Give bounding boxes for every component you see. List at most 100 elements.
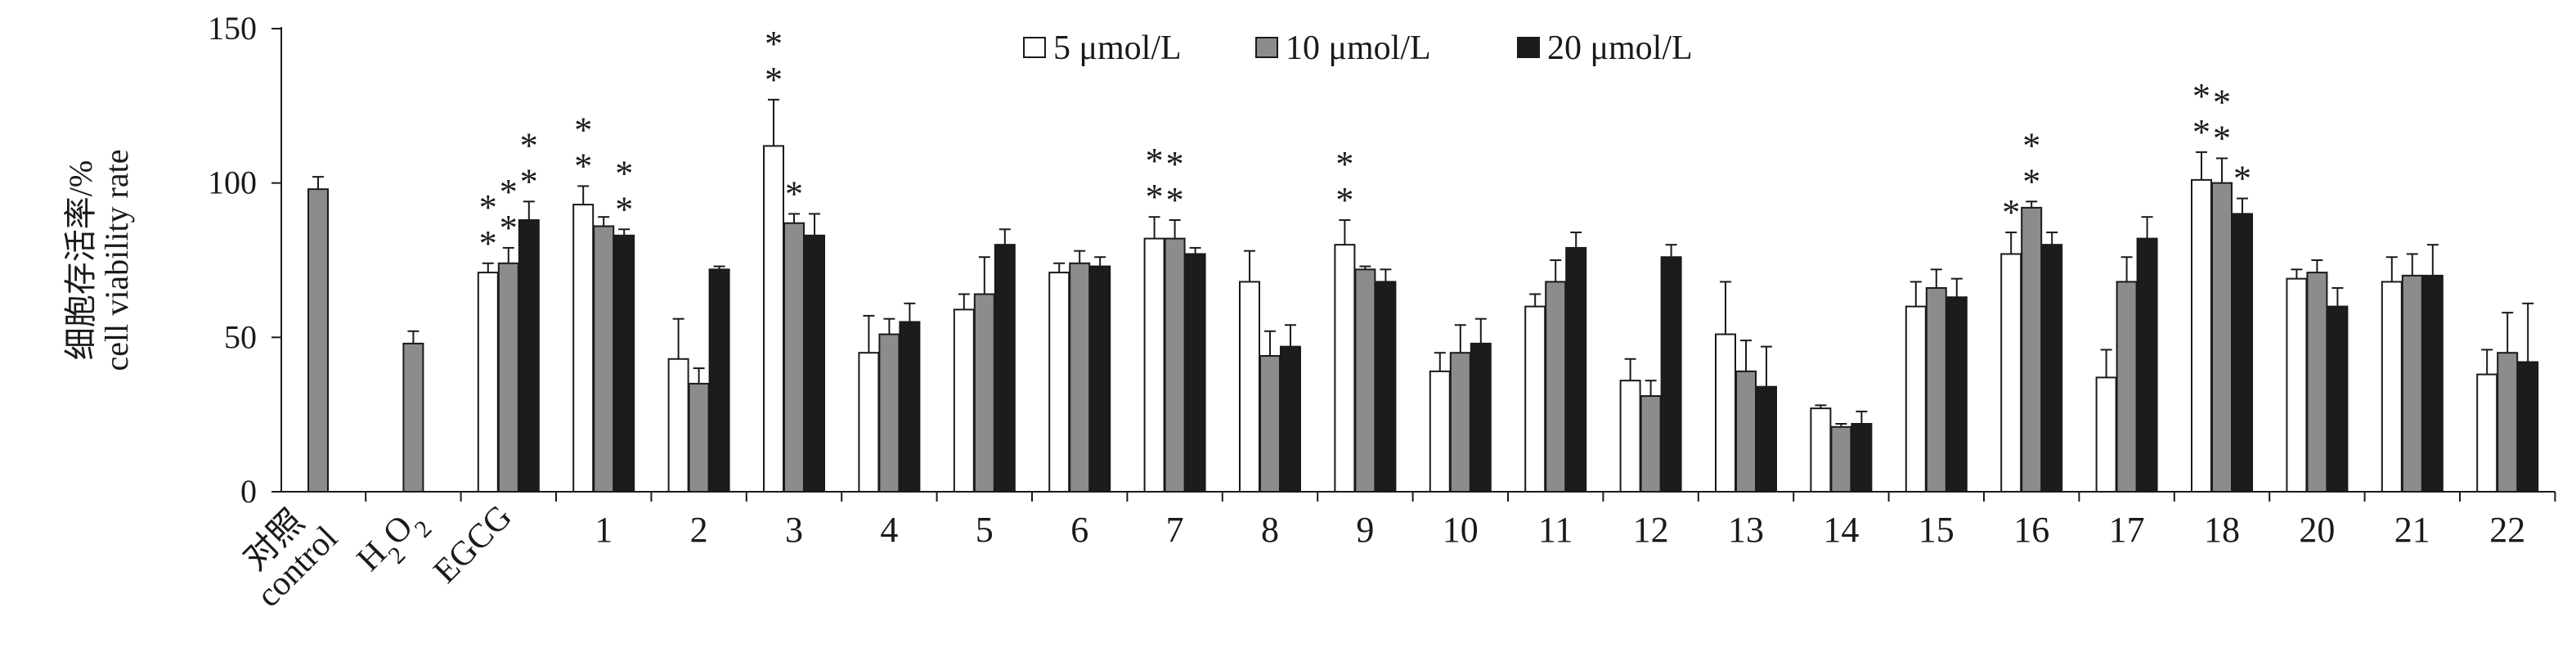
bar <box>1660 256 1682 493</box>
x-tick-label: 10 <box>1443 510 1479 550</box>
y-axis-label-cn: 细胞存活率/% <box>62 160 99 360</box>
significance-mark: * <box>2233 159 2251 199</box>
x-tick-label: 15 <box>1919 510 1954 550</box>
bar <box>1259 354 1281 493</box>
bar <box>1851 422 1873 493</box>
significance-mark: * <box>785 173 803 214</box>
bar <box>2211 182 2233 493</box>
bar <box>2327 305 2349 493</box>
bar <box>804 234 825 493</box>
bar <box>1429 370 1451 493</box>
bar <box>2116 281 2138 493</box>
significance-mark: * <box>1146 141 1164 181</box>
bar <box>1810 407 1832 493</box>
significance-mark: * <box>1166 180 1184 220</box>
x-tick-label: 11 <box>1538 510 1573 550</box>
bar <box>2136 237 2158 493</box>
significance-mark: * <box>2192 76 2210 116</box>
bar <box>572 204 595 493</box>
x-tick-label: 20 <box>2299 510 2335 550</box>
significance-mark: * <box>2192 112 2210 152</box>
legend-swatch <box>1517 37 1540 58</box>
bar <box>2041 244 2063 493</box>
bar <box>1069 262 1091 493</box>
x-tick-label: 4 <box>880 510 898 550</box>
bars: *************** * ** ** ****** * <box>307 24 2539 493</box>
significance-mark: * <box>765 24 783 64</box>
bar <box>2000 253 2022 493</box>
bar <box>613 234 635 493</box>
y-tick-label: 0 <box>240 473 257 510</box>
bar <box>899 321 921 493</box>
significance-mark: * <box>574 146 592 186</box>
bar <box>1280 345 1301 493</box>
bar <box>2517 361 2539 493</box>
bar <box>1545 281 1567 493</box>
bar <box>1756 385 1777 493</box>
bar <box>477 272 499 493</box>
bar <box>1239 281 1260 493</box>
legend-swatch <box>1255 37 1278 58</box>
significance-mark: * <box>1166 144 1184 184</box>
x-tick-label: H2O2 <box>350 500 437 587</box>
x-tick-label: 5 <box>976 510 994 550</box>
significance-mark: * <box>520 125 538 165</box>
significance-mark: * <box>2022 125 2040 165</box>
bar <box>497 262 519 493</box>
significance-mark: * <box>1335 144 1353 184</box>
bar <box>1735 370 1757 493</box>
y-axis-label-en: cell viability rate <box>98 150 135 371</box>
bar <box>1470 342 1492 493</box>
x-tick-label: 1 <box>595 510 613 550</box>
bar <box>783 222 805 493</box>
bar <box>593 225 615 493</box>
bar <box>2095 376 2117 493</box>
x-tick-label: 14 <box>1823 510 1859 550</box>
bar <box>2401 274 2423 493</box>
bar <box>1184 253 1206 493</box>
significance-mark: * <box>615 189 633 229</box>
bar <box>2286 277 2308 493</box>
bar <box>1619 380 1641 493</box>
bar <box>2232 213 2253 493</box>
legend: 5 μmol/L 10 μmol/L 20 μmol/L <box>1023 29 1693 67</box>
bar <box>1945 296 1968 493</box>
bar <box>708 268 730 493</box>
axes: 0 50 100 150 细胞存活率/% cell viability rate <box>62 10 2556 510</box>
bar <box>307 188 329 493</box>
x-tick-label: 8 <box>1261 510 1279 550</box>
significance-mark: * <box>765 60 783 100</box>
x-tick-label: EGCG <box>426 498 518 591</box>
significance-mark: * <box>500 208 518 248</box>
bar <box>1715 333 1736 493</box>
significance-mark: * <box>615 153 633 193</box>
bar <box>402 342 424 493</box>
x-tick-label: 18 <box>2204 510 2240 550</box>
x-tick-label: 9 <box>1356 510 1374 550</box>
bar <box>667 358 689 493</box>
x-tick-label: 2 <box>690 510 708 550</box>
bar <box>1334 244 1356 493</box>
x-tick-label: 7 <box>1166 510 1184 550</box>
bar <box>1354 268 1376 493</box>
bar <box>2421 274 2444 493</box>
bar <box>1048 272 1070 493</box>
bar <box>1164 237 1186 493</box>
bar <box>1524 305 1546 493</box>
bar <box>994 244 1016 493</box>
legend-label: 10 μmol/L <box>1286 29 1431 67</box>
significance-mark: * <box>479 187 497 227</box>
x-tick-label: 3 <box>785 510 803 550</box>
x-tick-label: 16 <box>2013 510 2049 550</box>
significance-mark: * <box>2002 192 2020 232</box>
bar <box>1143 237 1165 493</box>
bar <box>518 218 540 493</box>
significance-mark: * <box>479 223 497 263</box>
significance-mark: * <box>1146 177 1164 217</box>
bar <box>973 293 995 493</box>
bar <box>1449 352 1471 493</box>
y-tick-label: 150 <box>208 10 257 47</box>
bar <box>1925 286 1947 493</box>
